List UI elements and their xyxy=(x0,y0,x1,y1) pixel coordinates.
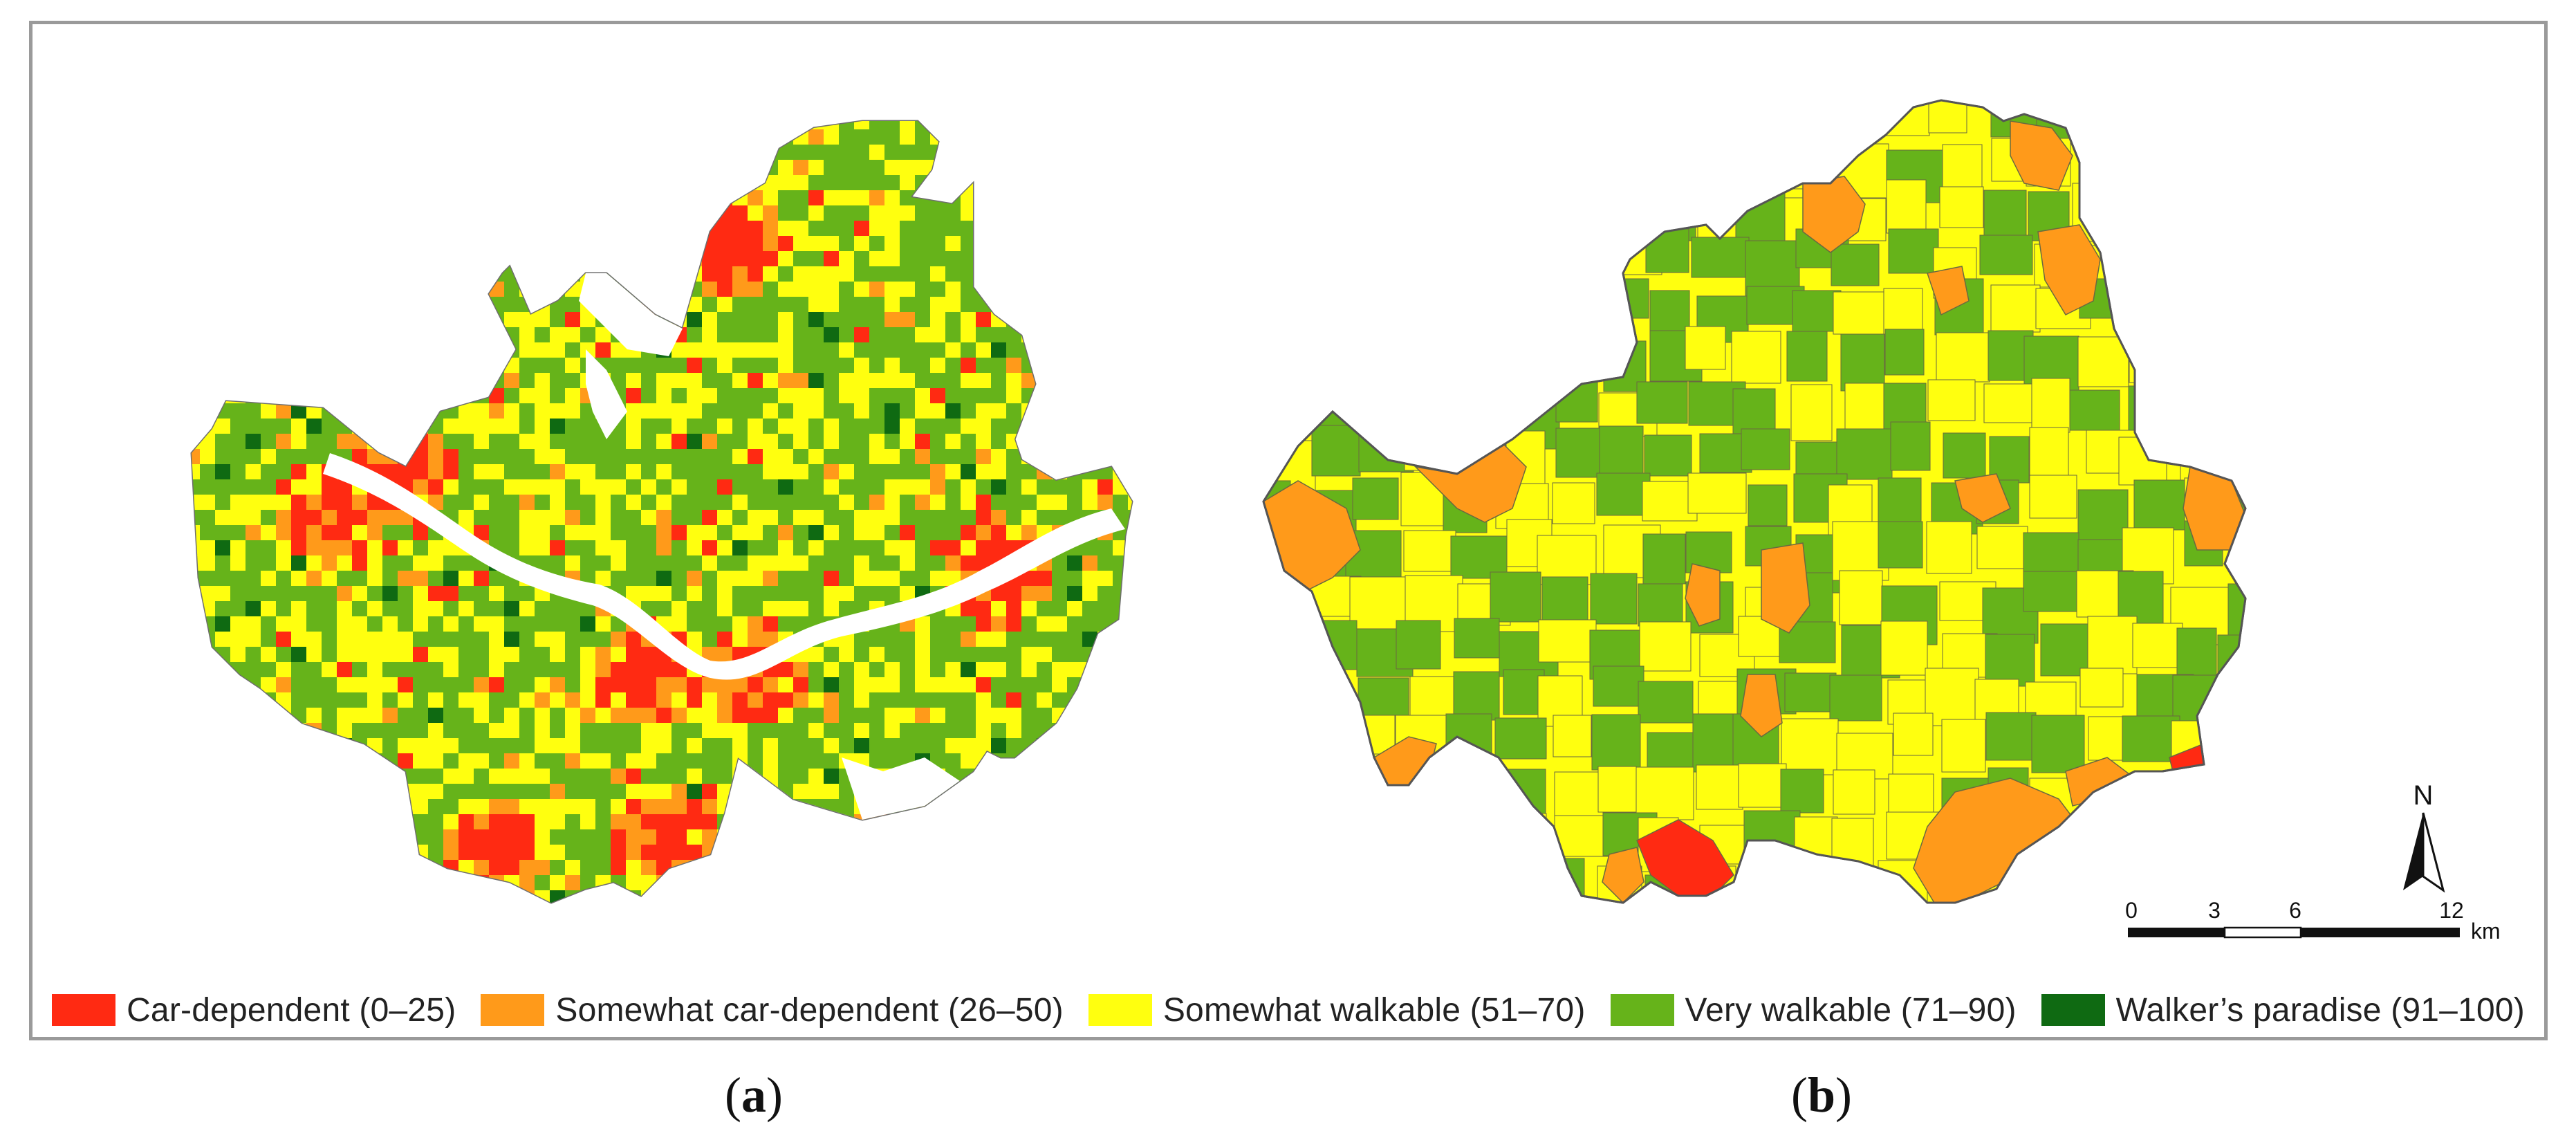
legend-item-somewhat-walkable: Somewhat walkable (51–70) xyxy=(1088,991,1586,1029)
legend-label: Somewhat walkable (51–70) xyxy=(1162,991,1586,1029)
scale-tick-12: 12 xyxy=(2439,898,2464,923)
legend-label: Very walkable (71–90) xyxy=(1685,991,2017,1029)
scale-bar: 0 3 6 12 km xyxy=(2125,898,2501,944)
legend-swatch xyxy=(52,994,116,1026)
legend-label: Walker’s paradise (91–100) xyxy=(2115,991,2525,1029)
scale-tick-3: 3 xyxy=(2208,898,2221,923)
legend-item-car-dependent: Car-dependent (0–25) xyxy=(52,991,456,1029)
maps-canvas: N 0 3 6 12 km xyxy=(190,99,2501,944)
legend-item-very-walkable: Very walkable (71–90) xyxy=(1610,991,2017,1029)
walkability-grid-map xyxy=(190,120,1133,904)
figure-frame: N 0 3 6 12 km Car-dependent (0–25) Somew… xyxy=(29,21,2548,1040)
north-arrow-icon: N xyxy=(2403,780,2445,893)
panel-caption-a: (a) xyxy=(725,1067,783,1123)
walkability-district-map xyxy=(1262,99,2247,904)
legend-swatch xyxy=(2041,994,2105,1026)
scale-tick-6: 6 xyxy=(2289,898,2301,923)
scale-tick-0: 0 xyxy=(2125,898,2138,923)
legend-label: Somewhat car-dependent (26–50) xyxy=(555,991,1064,1029)
legend-label: Car-dependent (0–25) xyxy=(127,991,456,1029)
legend-item-walkers-paradise: Walker’s paradise (91–100) xyxy=(2041,991,2525,1029)
legend-swatch xyxy=(1088,994,1152,1026)
north-label: N xyxy=(2413,780,2434,811)
legend-swatch xyxy=(1610,994,1674,1026)
panel-caption-b: (b) xyxy=(1791,1067,1853,1123)
scale-unit: km xyxy=(2471,919,2501,944)
legend: Car-dependent (0–25) Somewhat car-depend… xyxy=(33,986,2544,1034)
grid-cells xyxy=(192,121,1132,903)
legend-swatch xyxy=(481,994,545,1026)
legend-item-somewhat-car-dependent: Somewhat car-dependent (26–50) xyxy=(481,991,1064,1029)
